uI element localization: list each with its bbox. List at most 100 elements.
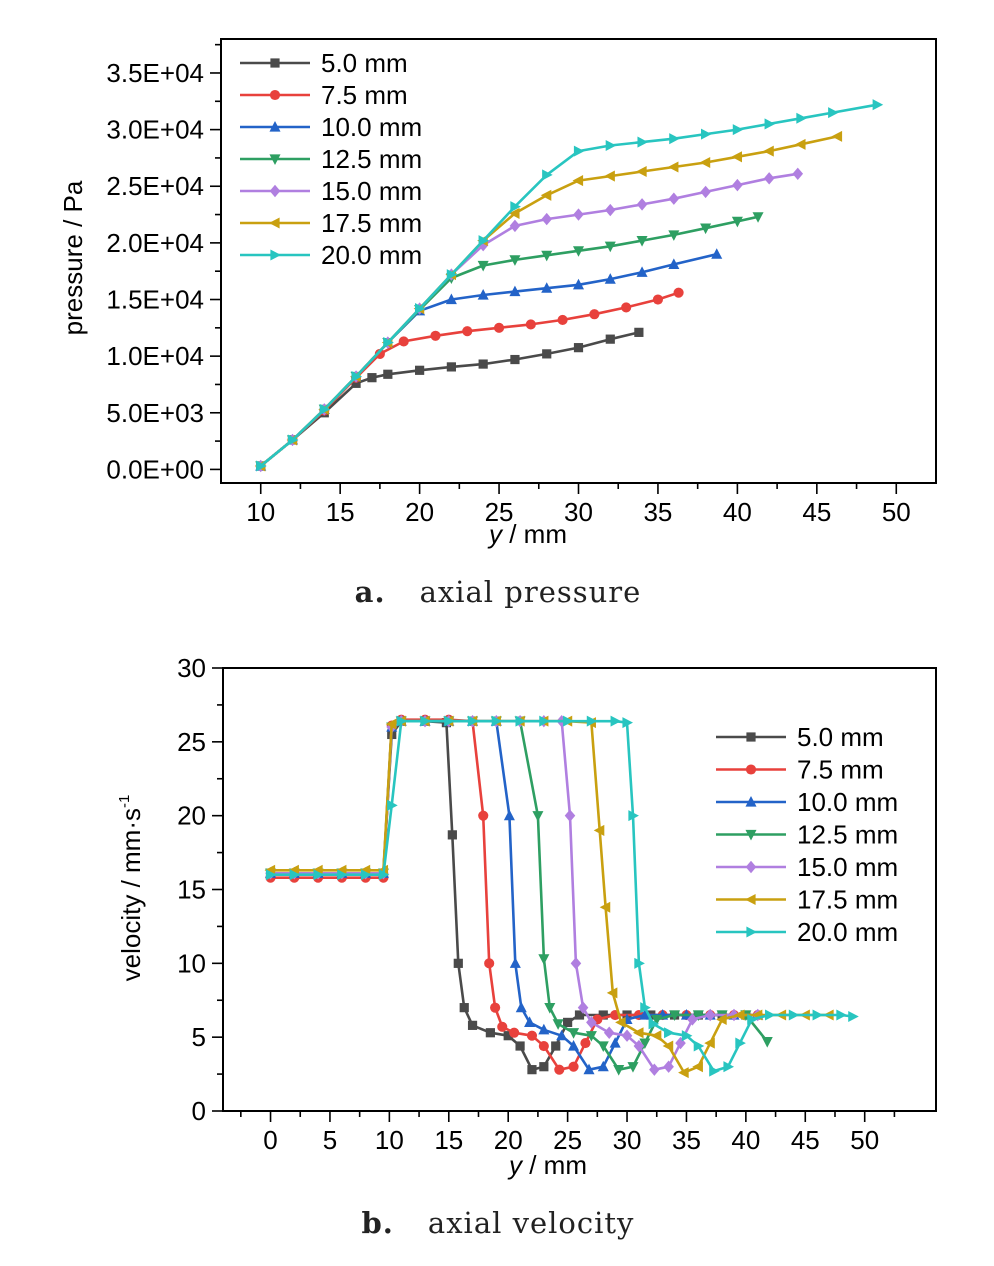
data-point: [604, 203, 616, 217]
y-tick-label: 3.0E+04: [106, 115, 204, 145]
legend-item: 5.0 mm: [716, 722, 884, 752]
data-point: [510, 354, 520, 365]
data-point: [606, 987, 618, 999]
legend-marker: [269, 184, 281, 198]
data-point: [633, 1039, 645, 1053]
data-point: [515, 1001, 527, 1013]
data-point: [491, 715, 503, 727]
caption-b: b. axial velocity: [362, 1206, 635, 1240]
legend-marker: [270, 58, 280, 68]
series-line: [259, 331, 640, 468]
legend-label: 20.0 mm: [797, 917, 898, 947]
data-point: [831, 130, 843, 142]
data-point: [597, 1060, 609, 1072]
data-point: [485, 1028, 495, 1038]
legend-item: 10.0 mm: [716, 787, 898, 817]
series-15-0-mm: [265, 714, 764, 1076]
x-tick-label: 15: [326, 497, 355, 527]
data-point: [704, 1037, 715, 1049]
data-point: [374, 348, 385, 359]
data-point: [692, 1061, 703, 1073]
legend-label: 12.5 mm: [321, 144, 422, 174]
data-point: [693, 1040, 705, 1052]
series-20-0-mm: [256, 99, 884, 472]
data-point: [761, 1036, 773, 1048]
legend-marker: [745, 860, 757, 874]
data-point: [515, 715, 527, 727]
data-point: [572, 175, 584, 187]
x-tick-label: 30: [564, 497, 593, 527]
x-tick-label: 40: [731, 1125, 760, 1155]
legend-marker: [745, 764, 757, 775]
data-point: [509, 1027, 520, 1038]
y-tick-label: 0: [192, 1096, 206, 1126]
data-point: [415, 303, 426, 315]
chart-a-x-axis-title: y / mm: [487, 519, 567, 549]
data-point: [650, 1030, 662, 1042]
data-point: [378, 869, 390, 881]
data-point: [510, 201, 521, 213]
data-point: [490, 1002, 501, 1013]
x-tick-label: 0: [263, 1125, 277, 1155]
y-tick-label: 5.0E+03: [106, 398, 204, 428]
data-point: [541, 212, 553, 226]
chart-b-y-tick-labels: 0 5 10 15 20 25 30: [177, 653, 206, 1126]
data-point: [509, 957, 521, 968]
data-point: [430, 330, 441, 341]
data-point: [351, 371, 363, 383]
data-point: [649, 1063, 660, 1076]
data-point: [542, 349, 552, 359]
data-point: [484, 958, 495, 969]
data-point: [652, 294, 664, 305]
x-tick-label: 45: [791, 1125, 820, 1155]
legend-marker: [745, 893, 756, 906]
legend-label: 15.0 mm: [797, 852, 898, 882]
data-point: [613, 1065, 625, 1076]
x-tick-label: 50: [882, 497, 911, 527]
y-tick-label: 5: [192, 1022, 206, 1052]
data-point: [538, 1023, 550, 1035]
data-point: [573, 145, 585, 157]
data-point: [527, 1065, 537, 1075]
x-tick-label: 10: [375, 1125, 404, 1155]
data-point: [732, 178, 743, 192]
data-point: [509, 285, 521, 297]
y-tick-label: 0.0E+00: [106, 454, 204, 484]
x-tick-label: 10: [246, 497, 275, 527]
data-point: [493, 322, 505, 333]
data-point: [265, 869, 277, 881]
legend-label: 15.0 mm: [321, 176, 422, 206]
data-point: [731, 151, 742, 163]
data-point: [634, 327, 644, 337]
chart-a-y-tick-labels: 0.0E+00 5.0E+03 1.0E+04 1.5E+04 2.0E+04 2.5E+…: [106, 58, 204, 484]
data-point: [668, 230, 680, 241]
data-point: [563, 1017, 573, 1027]
data-point: [367, 373, 377, 383]
data-point: [541, 282, 553, 293]
data-point: [515, 1041, 525, 1051]
x-tick-label: 20: [494, 1125, 523, 1155]
chart-a-ticks: [210, 43, 898, 494]
data-point: [477, 288, 489, 300]
data-point: [585, 1031, 597, 1042]
data-point: [586, 1016, 597, 1029]
chart-a-x-tick-labels: 10 15 20 25 30 35 40 45 50: [246, 497, 910, 527]
series-7-5-mm: [255, 287, 684, 472]
data-point: [551, 1041, 561, 1051]
data-point: [701, 128, 712, 140]
data-point: [598, 1010, 608, 1020]
x-tick-label: 5: [323, 1125, 337, 1155]
data-point: [524, 1016, 536, 1027]
series-line: [259, 291, 680, 468]
data-point: [447, 830, 457, 840]
data-point: [763, 172, 775, 185]
x-tick-label: 45: [802, 497, 831, 527]
legend-label: 10.0 mm: [797, 787, 898, 817]
data-point: [467, 1020, 478, 1030]
legend-label: 7.5 mm: [321, 80, 408, 110]
series-5-0-mm: [256, 327, 644, 471]
data-point: [574, 1010, 585, 1020]
data-point: [570, 957, 582, 970]
